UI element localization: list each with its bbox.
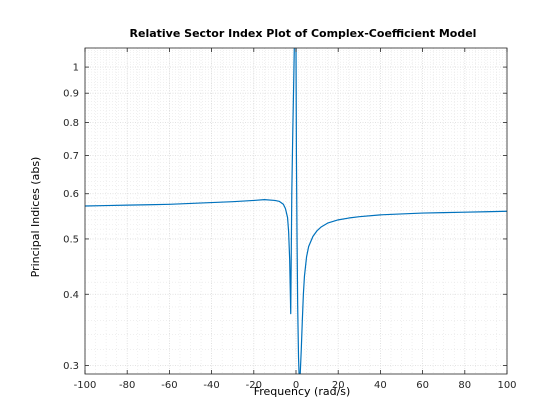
x-tick-label: 60 bbox=[416, 380, 429, 391]
x-tick-label: -40 bbox=[203, 380, 219, 391]
y-tick-label: 0.7 bbox=[63, 151, 79, 162]
y-tick-label: 0.8 bbox=[63, 118, 79, 129]
x-tick-label: -100 bbox=[74, 380, 97, 391]
x-tick-label: -60 bbox=[161, 380, 177, 391]
y-tick-label: 0.6 bbox=[63, 189, 79, 200]
series-layer bbox=[85, 48, 507, 374]
y-tick-label: 0.4 bbox=[63, 290, 79, 301]
x-tick-label: 100 bbox=[497, 380, 516, 391]
x-tick-label: 80 bbox=[458, 380, 471, 391]
x-axis-label: Frequency (rad/s) bbox=[254, 385, 351, 398]
ticks: -100 -80 -60 -40 -20 0 20 40 60 80 100 0.3 0.4 0.5 0.6… bbox=[63, 48, 517, 391]
x-tick-label: 0 bbox=[293, 380, 299, 391]
x-tick-label: 40 bbox=[374, 380, 387, 391]
y-tick-label: 0.3 bbox=[63, 361, 79, 372]
x-tick-label: -80 bbox=[119, 380, 135, 391]
y-tick-label: 0.5 bbox=[63, 234, 79, 245]
y-tick-label: 1 bbox=[73, 63, 79, 74]
chart-title: Relative Sector Index Plot of Complex-Co… bbox=[130, 27, 477, 40]
series-line bbox=[85, 48, 507, 374]
y-tick-label: 0.9 bbox=[63, 89, 79, 100]
x-tick-label: -20 bbox=[246, 380, 262, 391]
y-axis-label: Principal Indices (abs) bbox=[29, 157, 42, 278]
x-tick-label: 20 bbox=[332, 380, 345, 391]
